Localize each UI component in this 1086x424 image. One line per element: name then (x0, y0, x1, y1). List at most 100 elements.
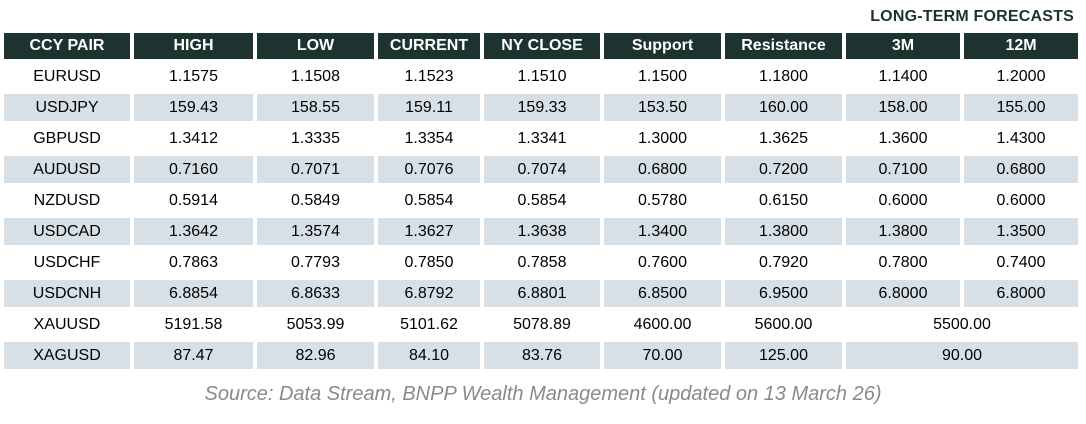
cell-ny-close: 1.3341 (484, 125, 600, 152)
cell-high: 6.8854 (134, 280, 253, 307)
cell-support: 153.50 (604, 94, 721, 121)
table-header-row: CCY PAIR HIGH LOW CURRENT NY CLOSE Suppo… (4, 33, 1078, 59)
col-header-current: CURRENT (378, 33, 480, 59)
cell-3m: 1.3800 (846, 218, 960, 245)
cell-support: 0.6800 (604, 156, 721, 183)
cell-high: 0.7863 (134, 249, 253, 276)
source-note: Source: Data Stream, BNPP Wealth Managem… (204, 383, 882, 405)
cell-ny-close: 5078.89 (484, 311, 600, 338)
cell-resistance: 125.00 (725, 342, 842, 369)
cell-current: 0.7076 (378, 156, 480, 183)
table-row-xagusd: XAGUSD 87.47 82.96 84.10 83.76 70.00 125… (4, 342, 1078, 369)
cell-12m: 1.3500 (964, 218, 1078, 245)
col-header-high: HIGH (134, 33, 253, 59)
table-row-usdcad: USDCAD 1.3642 1.3574 1.3627 1.3638 1.340… (4, 218, 1078, 245)
cell-support: 1.1500 (604, 63, 721, 90)
cell-pair: USDJPY (4, 94, 130, 121)
cell-low: 6.8633 (257, 280, 374, 307)
cell-ny-close: 0.7858 (484, 249, 600, 276)
cell-3m: 1.1400 (846, 63, 960, 90)
table-row-usdcnh: USDCNH 6.8854 6.8633 6.8792 6.8801 6.850… (4, 280, 1078, 307)
cell-support: 1.3000 (604, 125, 721, 152)
table-row-audusd: AUDUSD 0.7160 0.7071 0.7076 0.7074 0.680… (4, 156, 1078, 183)
cell-low: 0.7071 (257, 156, 374, 183)
table-row-nzdusd: NZDUSD 0.5914 0.5849 0.5854 0.5854 0.578… (4, 187, 1078, 214)
cell-resistance: 1.3800 (725, 218, 842, 245)
cell-3m: 6.8000 (846, 280, 960, 307)
cell-low: 1.1508 (257, 63, 374, 90)
cell-12m: 1.2000 (964, 63, 1078, 90)
cell-ny-close: 1.1510 (484, 63, 600, 90)
cell-3m: 0.7100 (846, 156, 960, 183)
cell-forecast-merged: 90.00 (846, 342, 1078, 369)
cell-high: 0.7160 (134, 156, 253, 183)
cell-high: 159.43 (134, 94, 253, 121)
cell-ny-close: 159.33 (484, 94, 600, 121)
col-header-ny-close: NY CLOSE (484, 33, 600, 59)
cell-resistance: 1.3625 (725, 125, 842, 152)
cell-current: 6.8792 (378, 280, 480, 307)
cell-pair: EURUSD (4, 63, 130, 90)
table-row-xauusd: XAUUSD 5191.58 5053.99 5101.62 5078.89 4… (4, 311, 1078, 338)
cell-3m: 0.6000 (846, 187, 960, 214)
cell-high: 1.1575 (134, 63, 253, 90)
cell-low: 0.7793 (257, 249, 374, 276)
cell-ny-close: 6.8801 (484, 280, 600, 307)
cell-current: 1.3627 (378, 218, 480, 245)
cell-resistance: 6.9500 (725, 280, 842, 307)
cell-low: 0.5849 (257, 187, 374, 214)
cell-support: 6.8500 (604, 280, 721, 307)
cell-pair: GBPUSD (4, 125, 130, 152)
cell-low: 82.96 (257, 342, 374, 369)
cell-high: 0.5914 (134, 187, 253, 214)
long-term-forecasts-label: LONG-TERM FORECASTS (870, 8, 1074, 25)
cell-pair: AUDUSD (4, 156, 130, 183)
cell-pair: USDCHF (4, 249, 130, 276)
cell-ny-close: 0.5854 (484, 187, 600, 214)
col-header-resistance: Resistance (725, 33, 842, 59)
col-header-support: Support (604, 33, 721, 59)
cell-resistance: 0.7200 (725, 156, 842, 183)
cell-3m: 1.3600 (846, 125, 960, 152)
cell-high: 1.3412 (134, 125, 253, 152)
cell-resistance: 0.6150 (725, 187, 842, 214)
cell-pair: USDCNH (4, 280, 130, 307)
cell-high: 1.3642 (134, 218, 253, 245)
cell-current: 1.3354 (378, 125, 480, 152)
cell-3m: 158.00 (846, 94, 960, 121)
cell-support: 0.7600 (604, 249, 721, 276)
col-header-3m: 3M (846, 33, 960, 59)
col-header-ccy-pair: CCY PAIR (4, 33, 130, 59)
cell-forecast-merged: 5500.00 (846, 311, 1078, 338)
cell-low: 158.55 (257, 94, 374, 121)
cell-ny-close: 0.7074 (484, 156, 600, 183)
cell-current: 159.11 (378, 94, 480, 121)
cell-12m: 1.4300 (964, 125, 1078, 152)
cell-current: 84.10 (378, 342, 480, 369)
cell-12m: 0.6000 (964, 187, 1078, 214)
table-row-gbpusd: GBPUSD 1.3412 1.3335 1.3354 1.3341 1.300… (4, 125, 1078, 152)
cell-3m: 0.7800 (846, 249, 960, 276)
cell-current: 0.7850 (378, 249, 480, 276)
cell-high: 5191.58 (134, 311, 253, 338)
cell-resistance: 0.7920 (725, 249, 842, 276)
table-row-usdchf: USDCHF 0.7863 0.7793 0.7850 0.7858 0.760… (4, 249, 1078, 276)
cell-support: 0.5780 (604, 187, 721, 214)
cell-12m: 155.00 (964, 94, 1078, 121)
cell-support: 4600.00 (604, 311, 721, 338)
col-header-low: LOW (257, 33, 374, 59)
col-header-12m: 12M (964, 33, 1078, 59)
cell-high: 87.47 (134, 342, 253, 369)
cell-low: 1.3574 (257, 218, 374, 245)
cell-ny-close: 83.76 (484, 342, 600, 369)
cell-pair: XAUUSD (4, 311, 130, 338)
cell-12m: 6.8000 (964, 280, 1078, 307)
cell-current: 1.1523 (378, 63, 480, 90)
cell-current: 0.5854 (378, 187, 480, 214)
cell-low: 5053.99 (257, 311, 374, 338)
cell-12m: 0.7400 (964, 249, 1078, 276)
cell-resistance: 5600.00 (725, 311, 842, 338)
cell-support: 70.00 (604, 342, 721, 369)
cell-support: 1.3400 (604, 218, 721, 245)
